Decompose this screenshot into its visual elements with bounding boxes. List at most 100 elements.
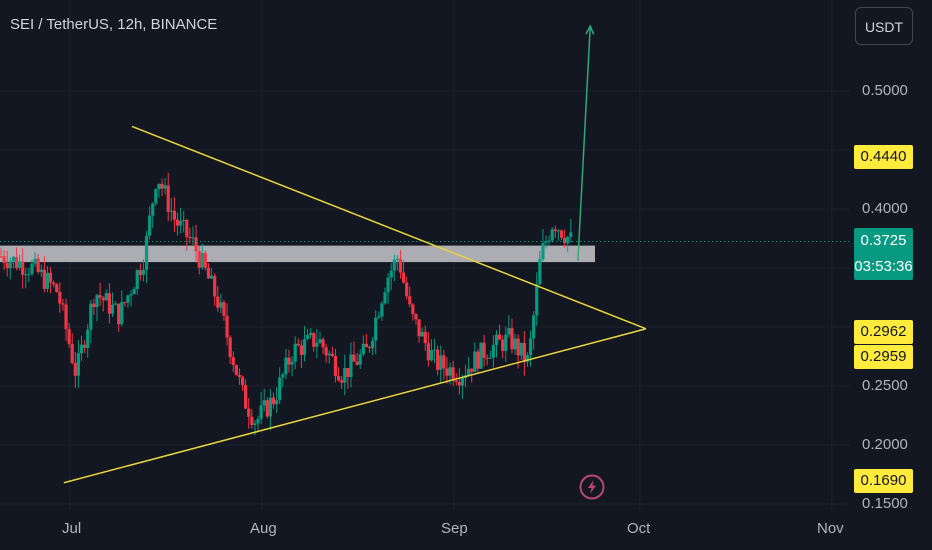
candle-body xyxy=(55,284,59,292)
candle-body xyxy=(262,400,266,406)
candle-body xyxy=(24,274,28,276)
candle-body xyxy=(228,337,232,358)
candle-body xyxy=(553,229,557,232)
price-level-tag[interactable]: 0.4440 xyxy=(854,145,913,169)
price-level-tag[interactable]: 0.1690 xyxy=(854,469,913,493)
candle-body xyxy=(352,354,356,362)
candle-body xyxy=(290,361,294,365)
candle-body xyxy=(532,315,536,339)
symbol-title: SEI / TetherUS, 12h, BINANCE xyxy=(10,16,218,33)
candle-body xyxy=(182,219,186,221)
price-tick-label: 0.4000 xyxy=(862,200,908,217)
candle-body xyxy=(522,342,526,362)
bar-countdown: 03:53:36 xyxy=(854,258,913,275)
candle-body xyxy=(98,295,102,298)
candle-body xyxy=(21,261,25,275)
candle-body xyxy=(154,189,158,204)
candle-body xyxy=(265,400,269,417)
time-tick-label: Oct xyxy=(627,520,651,537)
candle-body xyxy=(219,302,223,308)
candle-body xyxy=(525,355,530,362)
projection-arrow-line xyxy=(577,26,592,261)
candle-body xyxy=(110,304,115,314)
candle-body xyxy=(222,302,226,316)
candle-body xyxy=(315,342,319,347)
candle-body xyxy=(240,376,245,386)
candle-body xyxy=(346,368,350,377)
trendline-upper xyxy=(131,125,647,330)
candle-body xyxy=(27,273,31,275)
candle-body xyxy=(293,343,297,362)
candle-body xyxy=(8,261,12,269)
candle-body xyxy=(488,357,492,359)
currency-button[interactable]: USDT xyxy=(855,7,913,45)
candle-body xyxy=(209,275,214,279)
candle-body xyxy=(67,329,71,344)
candle-body xyxy=(318,339,322,343)
candle-body xyxy=(445,368,449,376)
candle-body xyxy=(519,342,523,356)
candle-body xyxy=(163,185,167,189)
candle-body xyxy=(95,295,99,308)
candle-body xyxy=(70,343,74,363)
price-level-tag[interactable]: 0.2959 xyxy=(854,345,913,369)
candle-body xyxy=(510,328,514,350)
candle-body xyxy=(101,297,105,301)
candle-body xyxy=(33,258,37,264)
candle-body xyxy=(504,334,508,351)
candle-body xyxy=(36,258,40,272)
candle-body xyxy=(271,397,276,405)
candle-body xyxy=(389,270,393,278)
price-tick-label: 0.5000 xyxy=(862,82,908,99)
candle-body xyxy=(250,416,254,425)
candle-body xyxy=(135,270,139,289)
candle-body xyxy=(417,319,421,337)
candle-body xyxy=(383,292,387,304)
candle-body xyxy=(45,272,50,289)
candle-body xyxy=(206,267,211,279)
candle-body xyxy=(457,381,461,386)
candle-body xyxy=(423,331,427,344)
candle-body xyxy=(185,219,189,237)
candle-body xyxy=(275,400,279,405)
candle-body xyxy=(83,344,87,349)
resistance-zone xyxy=(0,245,595,263)
candle-body xyxy=(460,378,465,386)
candle-body xyxy=(231,357,235,365)
candle-body xyxy=(259,405,263,419)
time-tick-label: Aug xyxy=(250,520,277,537)
price-level-tag[interactable]: 0.2962 xyxy=(854,320,913,344)
candle-body xyxy=(408,296,412,305)
candle-body xyxy=(429,350,434,361)
candle-body xyxy=(17,261,22,269)
candle-body xyxy=(151,203,155,216)
lightning-bolt-icon[interactable] xyxy=(579,474,605,500)
candle-body xyxy=(476,351,480,369)
candle-body xyxy=(39,269,43,272)
candle-body xyxy=(234,364,238,375)
candle-body xyxy=(129,294,133,296)
candle-body xyxy=(2,256,6,264)
candle-body xyxy=(451,367,455,381)
candle-body xyxy=(541,243,545,260)
candle-body xyxy=(117,303,121,325)
candle-body xyxy=(120,302,124,325)
candle-body xyxy=(494,334,499,346)
candle-body xyxy=(324,347,328,356)
candle-body xyxy=(194,237,198,252)
candle-body xyxy=(92,303,96,308)
candle-body xyxy=(374,317,378,341)
candle-body xyxy=(141,269,146,275)
candle-body xyxy=(52,282,56,285)
candle-body xyxy=(550,229,554,241)
candle-body xyxy=(414,314,418,320)
candle-body xyxy=(197,251,201,268)
candle-body xyxy=(355,361,359,365)
candle-body xyxy=(538,259,542,285)
candle-body xyxy=(179,220,183,226)
candle-body xyxy=(172,210,177,220)
candle-body xyxy=(467,368,471,376)
candle-body xyxy=(5,263,9,269)
candle-body xyxy=(569,232,573,237)
